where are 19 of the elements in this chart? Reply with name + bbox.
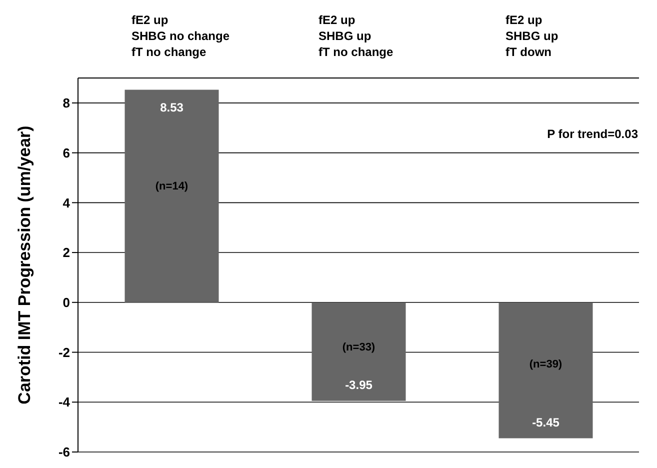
annotation: P for trend=0.03 (547, 127, 638, 141)
y-tick-label: -2 (58, 344, 70, 360)
x-tick-label: fE2 up SHBG up fT no change (318, 13, 394, 59)
y-tick-label: -4 (58, 394, 71, 410)
y-axis-title: Carotid IMT Progression (um/year) (15, 126, 34, 404)
annotation: (n=14) (155, 180, 188, 192)
y-tick-label: 0 (62, 295, 70, 310)
y-tick-label: 4 (62, 195, 71, 210)
data-label: 8.53 (160, 100, 184, 115)
data-label: -3.95 (345, 378, 373, 392)
y-tick-label: 8 (62, 96, 70, 111)
y-tick-label: -6 (58, 444, 70, 460)
x-tick-label: fE2 up SHBG up fT down (506, 13, 558, 59)
x-tick-label: fE2 up SHBG no change fT no change (132, 13, 230, 59)
y-tick-label: 6 (62, 145, 70, 160)
y-tick-label: 2 (62, 245, 70, 260)
annotation: (n=39) (529, 358, 562, 371)
data-label: -5.45 (532, 415, 560, 430)
annotation: (n=33) (342, 342, 376, 354)
